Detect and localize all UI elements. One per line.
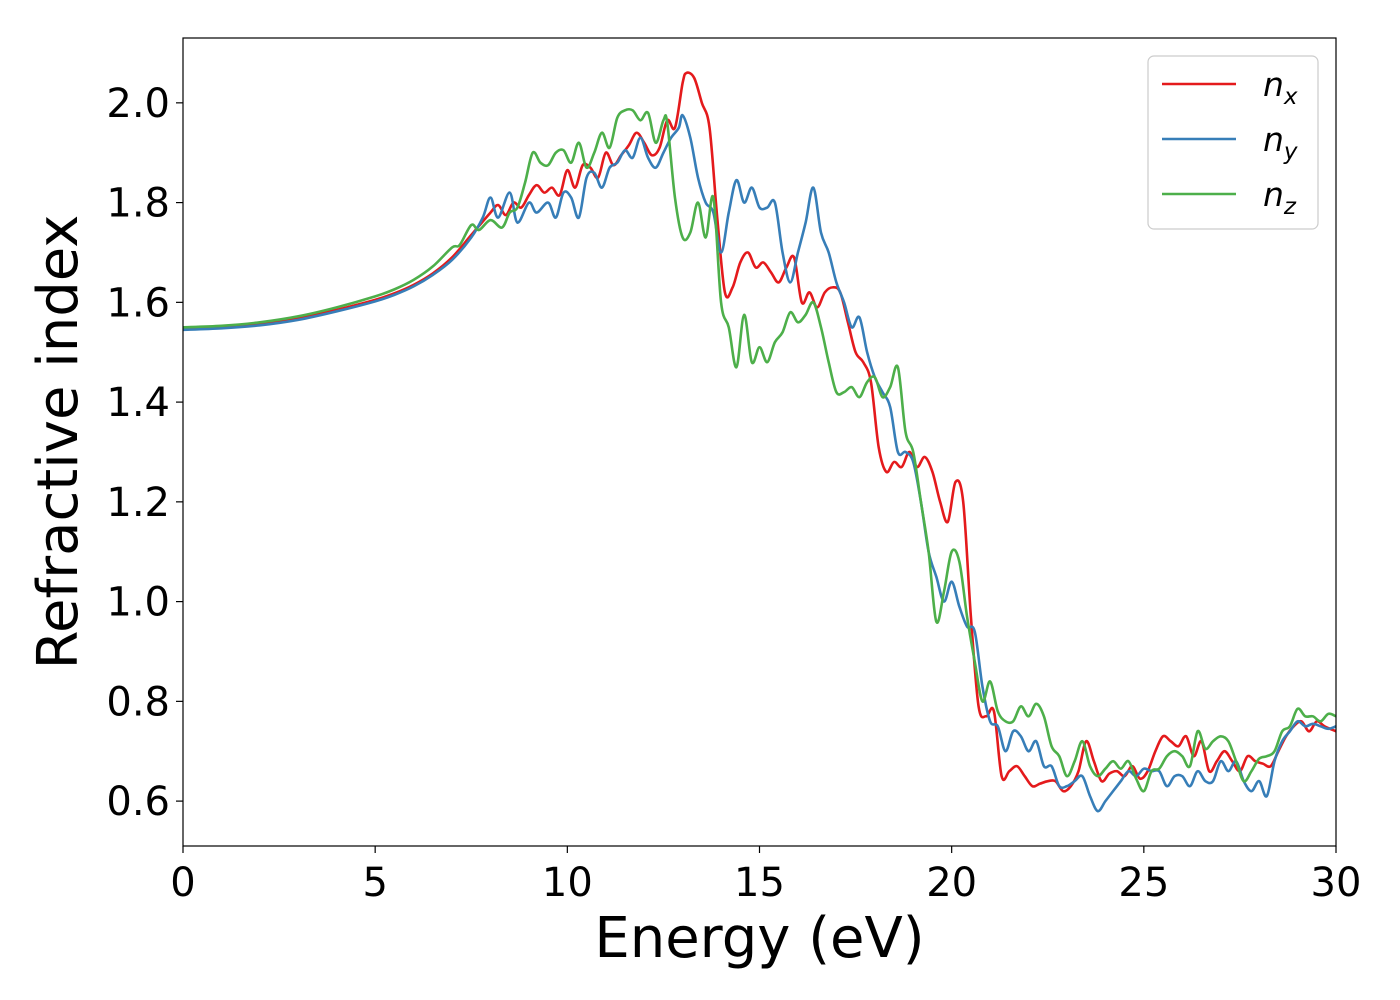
legend-label-subscript: z <box>1283 194 1297 220</box>
x-tick-label: 25 <box>1118 860 1169 906</box>
series-line-n-y <box>183 113 1336 813</box>
x-tick-label: 20 <box>926 860 977 906</box>
legend-label-subscript: x <box>1283 84 1298 110</box>
series-layer <box>183 71 1336 813</box>
legend-label-base: n <box>1263 175 1284 214</box>
legend-label-subscript: y <box>1283 139 1298 165</box>
legend-label-n-y: ny <box>1263 120 1298 165</box>
legend-box <box>1147 55 1319 230</box>
y-axis-label: Refractive index <box>26 215 91 670</box>
x-tick-label: 30 <box>1311 860 1362 906</box>
x-axis-label: Energy (eV) <box>594 906 924 971</box>
x-axis-ticks: 0 5 10 15 20 25 30 <box>170 846 1361 906</box>
y-tick-label: 1.4 <box>106 380 170 426</box>
legend-label-base: n <box>1263 120 1284 159</box>
x-tick-label: 15 <box>734 860 785 906</box>
series-line-n-z <box>183 107 1336 793</box>
series-line-n-x <box>183 71 1336 793</box>
legend-label-base: n <box>1263 65 1284 104</box>
y-tick-label: 0.8 <box>106 679 170 725</box>
y-axis-ticks: 0.6 0.8 1.0 1.2 1.4 1.6 1.8 2.0 <box>106 81 183 825</box>
y-tick-label: 2.0 <box>106 81 170 127</box>
x-tick-label: 5 <box>362 860 387 906</box>
x-tick-label: 10 <box>542 860 593 906</box>
y-tick-label: 1.8 <box>106 181 170 227</box>
legend-label-n-z: nz <box>1263 175 1297 220</box>
x-tick-label: 0 <box>170 860 195 906</box>
y-tick-label: 1.6 <box>106 280 170 326</box>
y-tick-label: 0.6 <box>106 779 170 825</box>
legend-label-n-x: nx <box>1263 65 1298 110</box>
y-tick-label: 1.2 <box>106 480 170 526</box>
y-tick-label: 1.0 <box>106 580 170 626</box>
